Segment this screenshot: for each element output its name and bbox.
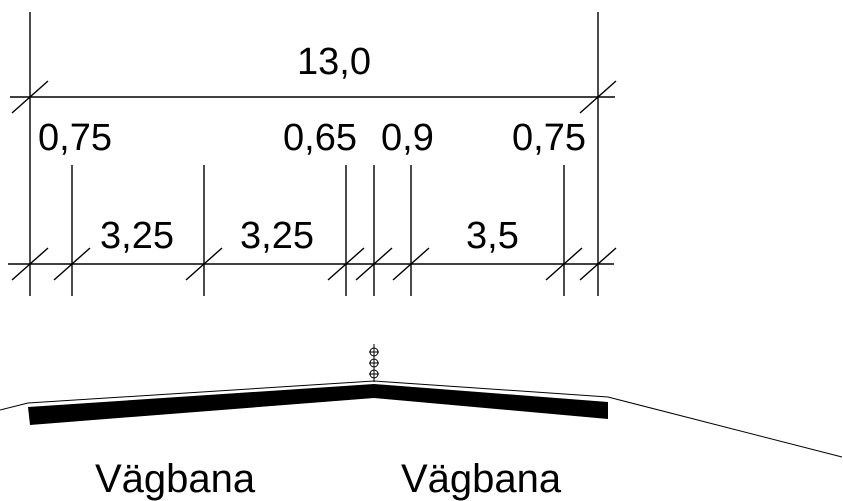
label-right-carriageway: Vägbana <box>401 457 562 501</box>
tick-mark <box>579 80 617 114</box>
dim-right-shoulder: 0,75 <box>512 117 586 159</box>
tick-mark <box>355 247 393 281</box>
tick-mark <box>579 247 617 281</box>
tick-mark <box>327 247 365 281</box>
tick-mark <box>11 247 49 281</box>
dim-total: 13,0 <box>297 41 371 83</box>
dim-lane-2: 3,25 <box>240 215 314 257</box>
dim-lane-3: 3,5 <box>466 215 519 257</box>
pavement-right <box>374 384 608 419</box>
total-dimension <box>10 80 617 114</box>
tick-mark <box>392 247 430 281</box>
barrier-posts-icon <box>369 344 379 382</box>
dim-lane-1: 3,25 <box>100 215 174 257</box>
extension-lines <box>29 12 599 296</box>
dim-median: 0,9 <box>381 117 434 159</box>
dim-left-shoulder: 0,75 <box>38 117 112 159</box>
tick-mark <box>185 247 223 281</box>
tick-mark <box>11 80 49 114</box>
label-left-carriageway: Vägbana <box>95 457 256 501</box>
dim-left-inner-shoulder: 0,65 <box>283 117 357 159</box>
pavement-left <box>28 384 374 425</box>
dimension-chain <box>8 247 617 281</box>
tick-mark <box>545 247 583 281</box>
tick-mark <box>53 247 91 281</box>
